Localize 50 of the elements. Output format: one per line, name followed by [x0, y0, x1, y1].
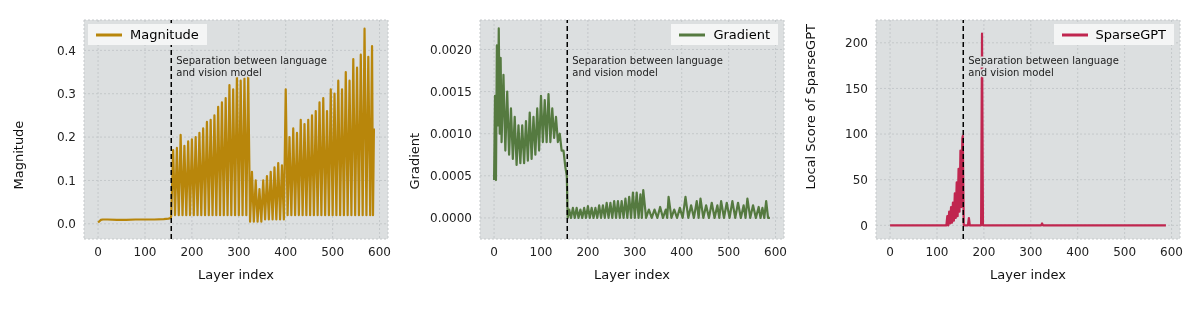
x-tick-label: 500 [321, 244, 345, 259]
y-tick-label: 0.0015 [430, 84, 472, 99]
x-tick-label: 400 [274, 244, 298, 259]
x-axis-title: Layer index [198, 267, 275, 282]
y-tick-label: 200 [845, 36, 868, 51]
x-tick-label: 200 [972, 244, 996, 259]
x-tick-label: 300 [1019, 244, 1043, 259]
y-tick-label: 0.4 [56, 43, 76, 58]
y-axis-title: Local Score of SparseGPT [802, 23, 818, 190]
y-tick-label: 150 [845, 81, 868, 96]
ref-line-label: Separation between language and vision model [572, 55, 723, 78]
x-tick-label: 200 [576, 244, 600, 259]
line-series [888, 32, 1168, 227]
x-tick-label: 300 [623, 244, 647, 259]
y-axis-title: Magnitude [10, 120, 26, 190]
x-tick-label: 600 [764, 244, 788, 259]
y-tick-label: 0.2 [56, 130, 76, 145]
y-tick-label: 0.0 [56, 217, 76, 232]
x-tick-label: 200 [180, 244, 204, 259]
y-tick-label: 0.0020 [430, 42, 472, 57]
x-tick-label: 0 [490, 244, 498, 259]
line-series [96, 27, 376, 224]
y-tick-label: 0.1 [56, 173, 76, 188]
y-tick-label: 0 [860, 218, 868, 233]
y-axis-title: Gradient [406, 132, 422, 190]
ref-line-label: Separation between language and vision model [176, 55, 327, 78]
x-tick-label: 0 [94, 244, 102, 259]
x-tick-label: 100 [133, 244, 157, 259]
x-tick-label: 300 [227, 244, 251, 259]
y-tick-label: 0.0005 [430, 169, 472, 184]
y-tick-label: 0.0000 [430, 211, 472, 226]
y-tick-label: 50 [852, 172, 868, 187]
x-tick-label: 500 [1113, 244, 1137, 259]
y-tick-label: 0.3 [56, 86, 76, 101]
x-axis-title: Layer index [990, 267, 1067, 282]
x-tick-label: 500 [717, 244, 741, 259]
x-axis-title: Layer index [594, 267, 671, 282]
x-tick-label: 600 [368, 244, 392, 259]
x-tick-label: 0 [886, 244, 894, 259]
x-tick-label: 600 [1160, 244, 1184, 259]
legend-label: Magnitude [130, 27, 199, 42]
y-tick-label: 100 [845, 127, 868, 142]
x-tick-label: 400 [1066, 244, 1090, 259]
x-tick-label: 400 [670, 244, 694, 259]
y-tick-label: 0.0010 [430, 126, 472, 141]
legend-label: SparseGPT [1095, 27, 1166, 42]
line-series [492, 27, 772, 220]
x-tick-label: 100 [529, 244, 553, 259]
legend-label: Gradient [713, 27, 770, 42]
x-tick-label: 100 [925, 244, 949, 259]
